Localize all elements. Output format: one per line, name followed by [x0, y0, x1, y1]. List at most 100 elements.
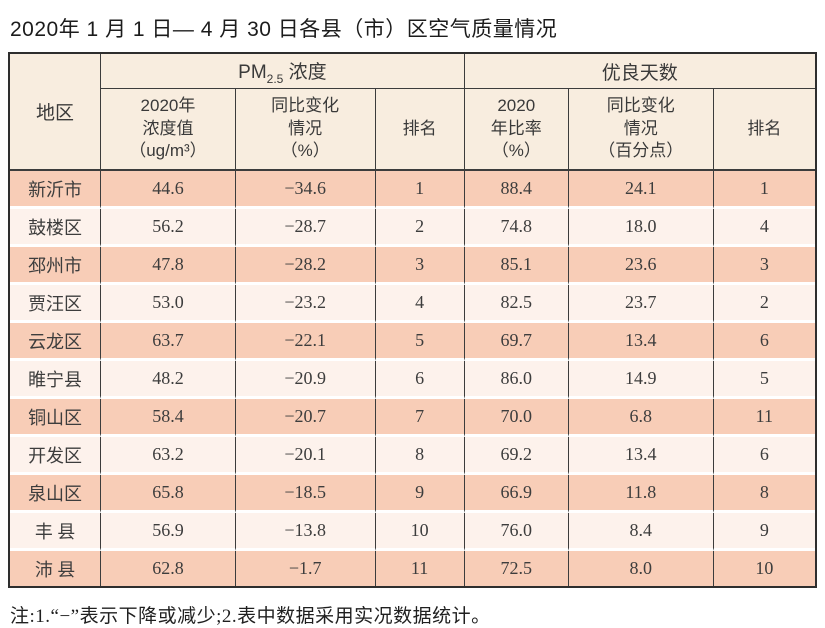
good-rank-cell: 6 — [713, 437, 815, 475]
good-change-header: 同比变化 情况 （百分点） — [568, 89, 714, 171]
pm-rank-header: 排名 — [375, 89, 465, 171]
table-row: 开发区 63.2 −20.1 8 69.2 13.4 6 — [10, 437, 815, 475]
pm-value-cell: 44.6 — [101, 171, 236, 209]
pm-rank-cell: 3 — [375, 247, 465, 285]
region-column-header: 地区 — [10, 54, 102, 171]
pm-change-cell: −20.9 — [235, 361, 376, 399]
table-row: 泉山区 65.8 −18.5 9 66.9 11.8 8 — [10, 475, 815, 513]
pm-value-header: 2020年 浓度值 （ug/m³） — [101, 89, 236, 171]
good-rank-cell: 8 — [713, 475, 815, 513]
pm-change-cell: −13.8 — [235, 513, 376, 551]
good-ratio-cell: 88.4 — [464, 171, 569, 209]
pm-change-cell: −22.1 — [235, 323, 376, 361]
good-change-cell: 18.0 — [568, 209, 714, 247]
good-change-cell: 11.8 — [568, 475, 714, 513]
region-cell: 鼓楼区 — [10, 209, 102, 247]
good-change-cell: 23.6 — [568, 247, 714, 285]
region-cell: 贾汪区 — [10, 285, 102, 323]
pm-value-cell: 48.2 — [101, 361, 236, 399]
good-ratio-cell: 69.7 — [464, 323, 569, 361]
region-cell: 丰 县 — [10, 513, 102, 551]
air-quality-table: 地区 PM2.5 浓度 优良天数 2020年 浓度值 （ug/m³） 同比变化 … — [8, 52, 817, 588]
pm25-label-suffix: 浓度 — [283, 61, 327, 83]
good-change-cell: 14.9 — [568, 361, 714, 399]
pm-rank-cell: 11 — [375, 551, 465, 586]
good-change-cell: 24.1 — [568, 171, 714, 209]
good-rank-cell: 4 — [713, 209, 815, 247]
table-row: 睢宁县 48.2 −20.9 6 86.0 14.9 5 — [10, 361, 815, 399]
table-body: 新沂市 44.6 −34.6 1 88.4 24.1 1 鼓楼区 56.2 −2… — [10, 171, 815, 586]
table-row: 贾汪区 53.0 −23.2 4 82.5 23.7 2 — [10, 285, 815, 323]
pm-value-cell: 56.9 — [101, 513, 236, 551]
good-ratio-cell: 72.5 — [464, 551, 569, 586]
pm25-label-prefix: PM — [238, 61, 267, 83]
good-ratio-cell: 66.9 — [464, 475, 569, 513]
pm-value-cell: 47.8 — [101, 247, 236, 285]
table-row: 丰 县 56.9 −13.8 10 76.0 8.4 9 — [10, 513, 815, 551]
good-ratio-cell: 70.0 — [464, 399, 569, 437]
pm-value-cell: 65.8 — [101, 475, 236, 513]
good-rank-cell: 2 — [713, 285, 815, 323]
good-rank-header: 排名 — [713, 89, 815, 171]
table-row: 云龙区 63.7 −22.1 5 69.7 13.4 6 — [10, 323, 815, 361]
good-rank-cell: 3 — [713, 247, 815, 285]
good-ratio-cell: 76.0 — [464, 513, 569, 551]
region-cell: 邳州市 — [10, 247, 102, 285]
pm-change-cell: −23.2 — [235, 285, 376, 323]
pm-rank-cell: 8 — [375, 437, 465, 475]
pm-rank-cell: 5 — [375, 323, 465, 361]
good-change-cell: 8.0 — [568, 551, 714, 586]
pm-rank-cell: 7 — [375, 399, 465, 437]
good-rank-cell: 5 — [713, 361, 815, 399]
pm-change-cell: −28.2 — [235, 247, 376, 285]
table-row: 铜山区 58.4 −20.7 7 70.0 6.8 11 — [10, 399, 815, 437]
pm-rank-cell: 6 — [375, 361, 465, 399]
table-header: 地区 PM2.5 浓度 优良天数 2020年 浓度值 （ug/m³） 同比变化 … — [10, 54, 815, 171]
good-ratio-cell: 85.1 — [464, 247, 569, 285]
pm25-subscript: 2.5 — [266, 71, 284, 86]
good-rank-cell: 6 — [713, 323, 815, 361]
pm-value-cell: 53.0 — [101, 285, 236, 323]
pm-change-cell: −28.7 — [235, 209, 376, 247]
table-row: 鼓楼区 56.2 −28.7 2 74.8 18.0 4 — [10, 209, 815, 247]
pm25-group-header: PM2.5 浓度 — [101, 54, 465, 89]
good-rank-cell: 1 — [713, 171, 815, 209]
table-row: 邳州市 47.8 −28.2 3 85.1 23.6 3 — [10, 247, 815, 285]
pm-change-cell: −1.7 — [235, 551, 376, 586]
pm-change-cell: −34.6 — [235, 171, 376, 209]
good-change-cell: 23.7 — [568, 285, 714, 323]
good-ratio-cell: 69.2 — [464, 437, 569, 475]
region-cell: 沛 县 — [10, 551, 102, 586]
page-title: 2020年 1 月 1 日— 4 月 30 日各县（市）区空气质量情况 — [10, 18, 558, 41]
pm-change-cell: −20.7 — [235, 399, 376, 437]
pm-change-header: 同比变化 情况 （%） — [235, 89, 376, 171]
table-row: 沛 县 62.8 −1.7 11 72.5 8.0 10 — [10, 551, 815, 586]
pm-value-cell: 63.7 — [101, 323, 236, 361]
region-cell: 泉山区 — [10, 475, 102, 513]
good-ratio-header: 2020 年比率 （%） — [464, 89, 569, 171]
good-rank-cell: 11 — [713, 399, 815, 437]
good-change-cell: 6.8 — [568, 399, 714, 437]
region-cell: 睢宁县 — [10, 361, 102, 399]
good-ratio-cell: 82.5 — [464, 285, 569, 323]
region-cell: 铜山区 — [10, 399, 102, 437]
pm-rank-cell: 10 — [375, 513, 465, 551]
pm-rank-cell: 4 — [375, 285, 465, 323]
region-cell: 云龙区 — [10, 323, 102, 361]
table-row: 新沂市 44.6 −34.6 1 88.4 24.1 1 — [10, 171, 815, 209]
pm-rank-cell: 2 — [375, 209, 465, 247]
pm-value-cell: 62.8 — [101, 551, 236, 586]
region-cell: 新沂市 — [10, 171, 102, 209]
region-cell: 开发区 — [10, 437, 102, 475]
good-change-cell: 13.4 — [568, 437, 714, 475]
good-days-group-header: 优良天数 — [464, 54, 815, 89]
pm-change-cell: −18.5 — [235, 475, 376, 513]
pm-value-cell: 56.2 — [101, 209, 236, 247]
pm-rank-cell: 9 — [375, 475, 465, 513]
good-ratio-cell: 86.0 — [464, 361, 569, 399]
good-change-cell: 8.4 — [568, 513, 714, 551]
good-change-cell: 13.4 — [568, 323, 714, 361]
pm-change-cell: −20.1 — [235, 437, 376, 475]
good-rank-cell: 10 — [713, 551, 815, 586]
good-ratio-cell: 74.8 — [464, 209, 569, 247]
